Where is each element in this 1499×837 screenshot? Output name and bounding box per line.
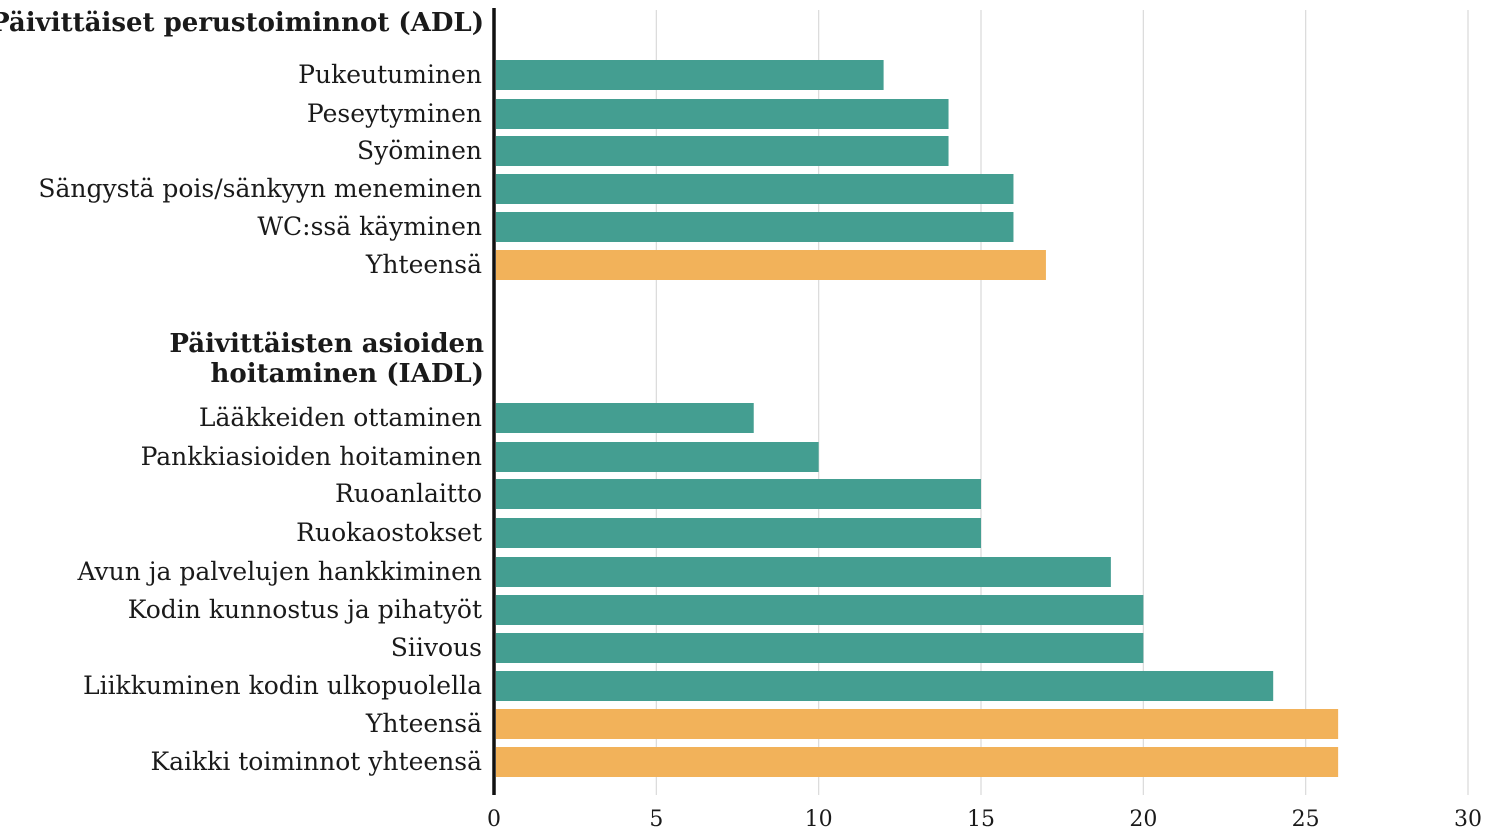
bar (496, 99, 949, 129)
bar (496, 479, 981, 509)
bar (496, 595, 1144, 625)
bar-total (496, 250, 1046, 280)
bar (496, 633, 1144, 663)
category-label: Pankkiasioiden hoitaminen (141, 442, 482, 471)
category-label: Ruokaostokset (296, 518, 482, 547)
x-tick-label: 15 (967, 807, 995, 832)
category-label: WC:ssä käyminen (257, 212, 482, 241)
bar (496, 403, 754, 433)
x-tick-label: 10 (805, 807, 833, 832)
x-tick-label: 0 (487, 807, 501, 832)
x-tick-label: 20 (1129, 807, 1157, 832)
category-label: Peseytyminen (307, 99, 482, 128)
category-label: Ruoanlaitto (335, 479, 482, 508)
x-tick-label: 30 (1454, 807, 1482, 832)
x-tick-label: 25 (1292, 807, 1320, 832)
category-label: Kodin kunnostus ja pihatyöt (128, 595, 482, 624)
section-label: Päivittäisten asioiden (169, 329, 484, 359)
category-label: Kaikki toiminnot yhteensä (150, 747, 482, 776)
category-label: Sängystä pois/sänkyyn meneminen (38, 174, 482, 203)
bar (496, 557, 1111, 587)
category-label: Liikkuminen kodin ulkopuolella (83, 671, 482, 700)
bar-total (496, 709, 1339, 739)
category-label: Pukeutuminen (298, 60, 482, 89)
category-label: Yhteensä (365, 250, 482, 279)
bar (496, 60, 884, 90)
section-label: hoitaminen (IADL) (210, 359, 484, 389)
bar (496, 442, 819, 472)
bar (496, 174, 1014, 204)
bar (496, 212, 1014, 242)
bar (496, 671, 1274, 701)
axis-layer: 0 5 10 15 20 25 30 (487, 8, 1482, 832)
label-layer: Päivittäiset perustoiminnot (ADL) Pukeutu… (0, 8, 484, 776)
bar (496, 136, 949, 166)
category-label: Avun ja palvelujen hankkiminen (76, 557, 482, 586)
x-tick-label: 5 (649, 807, 663, 832)
section-label: Päivittäiset perustoiminnot (ADL) (0, 8, 484, 38)
category-label: Yhteensä (365, 709, 482, 738)
category-label: Lääkkeiden ottaminen (199, 403, 482, 432)
bar-layer (496, 60, 1339, 777)
category-label: Siivous (391, 633, 482, 662)
bar-total (496, 747, 1339, 777)
bar (496, 518, 981, 548)
category-label: Syöminen (357, 136, 482, 165)
